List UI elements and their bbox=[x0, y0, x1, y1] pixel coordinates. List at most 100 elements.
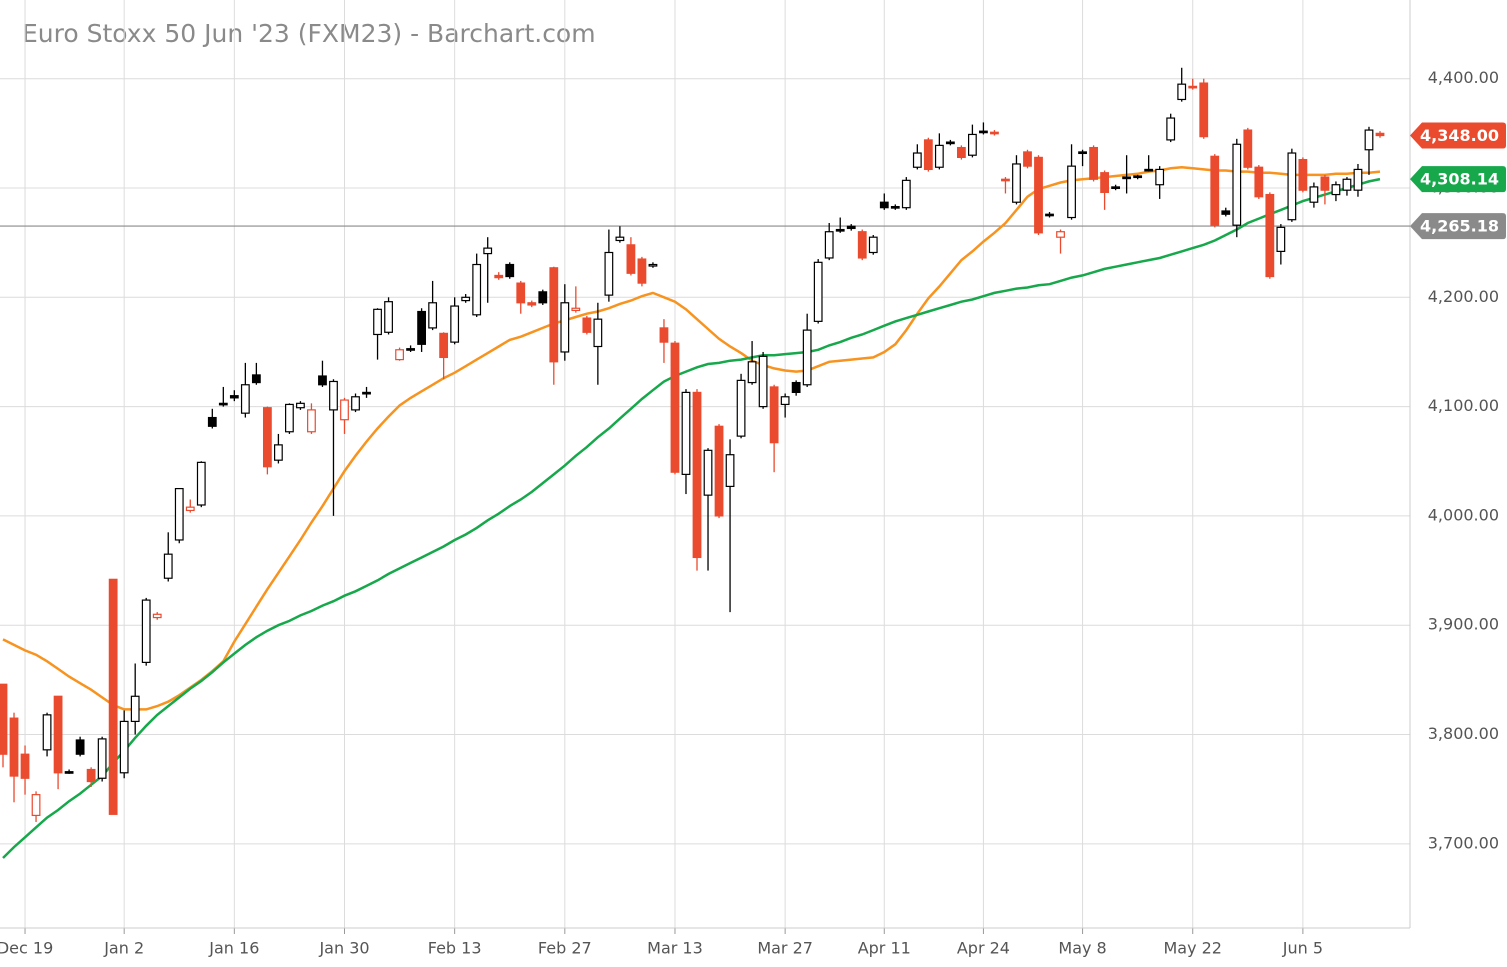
candle-body bbox=[108, 578, 118, 815]
candle-body bbox=[329, 380, 338, 411]
candle-body bbox=[979, 130, 988, 134]
x-tick-label: Apr 24 bbox=[957, 939, 1010, 958]
candle-body bbox=[373, 308, 382, 336]
candle-body bbox=[229, 395, 239, 399]
y-tick-label: 4,100.00 bbox=[1428, 396, 1499, 415]
candle-body bbox=[1331, 184, 1341, 196]
candle-body bbox=[1199, 82, 1209, 138]
candle-body bbox=[351, 396, 360, 411]
candle-body bbox=[615, 236, 625, 242]
candle-body bbox=[0, 683, 8, 755]
candle-body bbox=[879, 201, 889, 209]
candle-body bbox=[1353, 168, 1363, 191]
candle-body bbox=[1221, 210, 1231, 215]
candle-body bbox=[1320, 176, 1330, 191]
candle-body bbox=[395, 349, 404, 361]
candle-body bbox=[846, 225, 856, 230]
candle-body bbox=[141, 599, 151, 663]
candle-body bbox=[1056, 231, 1065, 238]
candle-body bbox=[75, 739, 85, 755]
candle-body bbox=[42, 714, 52, 751]
candle-body bbox=[890, 205, 900, 209]
chart-title: Euro Stoxx 50 Jun '23 (FXM23) - Barchart… bbox=[22, 19, 596, 48]
x-tick-label: Jan 2 bbox=[103, 939, 144, 958]
candle-body bbox=[1287, 152, 1297, 221]
candle-body bbox=[86, 768, 96, 783]
y-tick-label: 4,200.00 bbox=[1428, 287, 1499, 306]
candle-body bbox=[901, 179, 911, 209]
x-tick-label: Apr 11 bbox=[858, 939, 911, 958]
candle-body bbox=[990, 131, 999, 135]
candle-body bbox=[472, 263, 482, 316]
candle-body bbox=[262, 407, 272, 468]
candle-body bbox=[604, 251, 614, 296]
candle-body bbox=[494, 274, 504, 279]
candle-body bbox=[857, 231, 867, 259]
candle-body bbox=[119, 720, 129, 774]
candle-body bbox=[681, 391, 691, 475]
candle-body bbox=[956, 146, 966, 158]
candle-body bbox=[945, 141, 955, 145]
price-tag-label: 4,348.00 bbox=[1420, 126, 1499, 145]
candle-body bbox=[130, 695, 140, 723]
price-tag-label: 4,308.14 bbox=[1420, 170, 1499, 189]
candle-body bbox=[384, 301, 393, 333]
candle-body bbox=[1078, 151, 1087, 155]
candle-body bbox=[207, 416, 217, 427]
candle-body bbox=[1133, 175, 1143, 179]
candle-body bbox=[516, 282, 526, 304]
candle-body bbox=[791, 381, 801, 394]
candle-body bbox=[20, 753, 30, 779]
candle-body bbox=[736, 379, 746, 437]
candle-body bbox=[571, 307, 581, 312]
candle-body bbox=[296, 402, 305, 409]
price-tag bbox=[1410, 166, 1506, 193]
candle-body bbox=[1298, 158, 1308, 191]
candle-body bbox=[53, 695, 63, 774]
candle-body bbox=[340, 399, 349, 421]
moving-average bbox=[2, 165, 1381, 711]
candle-body bbox=[274, 444, 283, 461]
candle-body bbox=[703, 449, 713, 496]
candle-body bbox=[659, 327, 669, 343]
candle-body bbox=[185, 506, 195, 512]
candle-body bbox=[923, 139, 933, 171]
candle-body bbox=[31, 794, 41, 817]
candle-body bbox=[163, 553, 173, 579]
candle-body bbox=[152, 613, 162, 619]
candle-body bbox=[285, 403, 294, 433]
candle-body bbox=[1122, 176, 1132, 180]
x-tick-label: May 22 bbox=[1163, 939, 1222, 958]
candle-body bbox=[417, 310, 427, 345]
y-tick-label: 3,800.00 bbox=[1428, 724, 1499, 743]
candle-body bbox=[450, 305, 460, 343]
candle-body bbox=[406, 348, 415, 351]
candle-body bbox=[769, 386, 779, 444]
x-tick-label: Mar 13 bbox=[647, 939, 703, 958]
candle-body bbox=[802, 329, 812, 386]
candle-body bbox=[593, 318, 603, 348]
candle-body bbox=[824, 231, 834, 259]
candle-body bbox=[747, 361, 757, 384]
candle-body bbox=[868, 236, 878, 254]
candle-body bbox=[428, 302, 438, 329]
candle-body bbox=[1243, 129, 1253, 168]
candle-body bbox=[1166, 117, 1176, 141]
x-tick-label: Jun 5 bbox=[1282, 939, 1323, 958]
candle-body bbox=[780, 396, 790, 406]
x-tick-label: Feb 13 bbox=[428, 939, 482, 958]
candle-body bbox=[1045, 213, 1054, 217]
candle-body bbox=[9, 717, 19, 777]
candle-body bbox=[1155, 168, 1165, 186]
candle-body bbox=[218, 402, 228, 406]
x-tick-label: Jan 16 bbox=[208, 939, 259, 958]
candle-body bbox=[637, 258, 647, 284]
candle-body bbox=[439, 332, 449, 359]
candle-body bbox=[560, 302, 570, 353]
x-tick-label: Feb 27 bbox=[538, 939, 592, 958]
candle-body bbox=[1309, 186, 1319, 203]
candle-body bbox=[648, 263, 658, 267]
candle-body bbox=[1375, 132, 1385, 137]
candle-body bbox=[461, 296, 471, 302]
